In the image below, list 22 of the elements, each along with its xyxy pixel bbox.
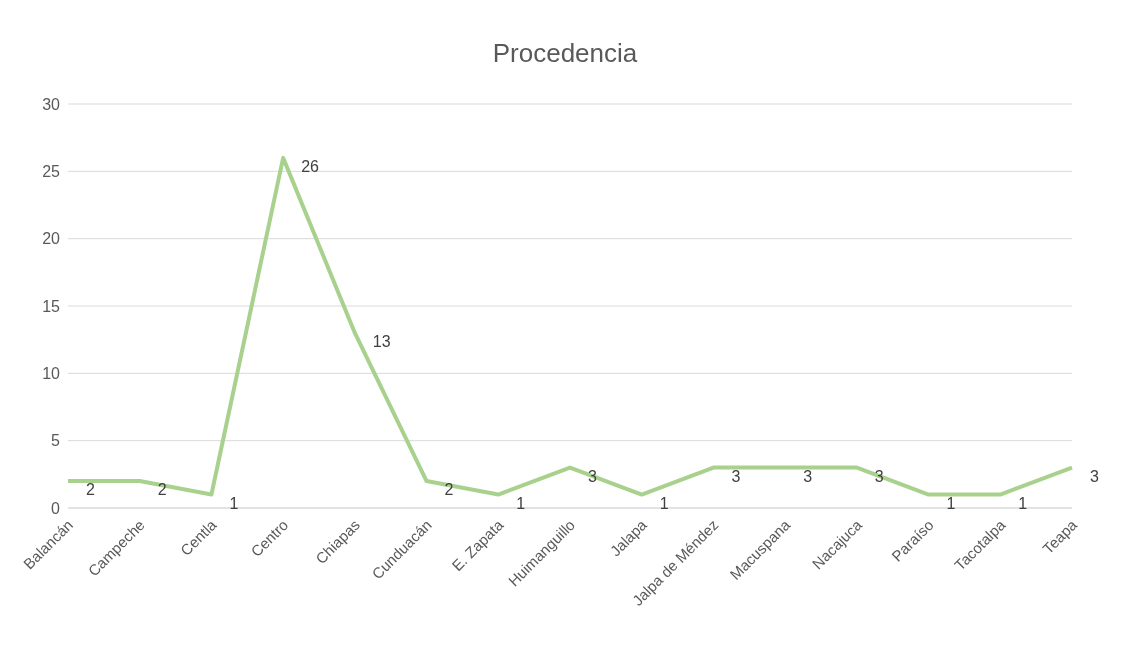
line-series bbox=[66, 155, 1074, 497]
y-tick-label: 5 bbox=[51, 432, 61, 450]
data-label: 3 bbox=[874, 467, 884, 485]
y-tick-label: 0 bbox=[51, 499, 61, 517]
data-label: 2 bbox=[86, 481, 95, 499]
data-label: 13 bbox=[372, 332, 391, 350]
data-label: 26 bbox=[301, 157, 320, 175]
y-tick-label: 10 bbox=[42, 365, 61, 383]
chart-title: Procedencia bbox=[491, 38, 639, 69]
data-label: 3 bbox=[731, 467, 741, 485]
y-tick-label: 15 bbox=[42, 297, 61, 315]
data-label: 1 bbox=[516, 494, 526, 512]
data-label: 1 bbox=[946, 494, 956, 512]
data-label: 1 bbox=[229, 494, 239, 512]
y-tick-label: 30 bbox=[42, 95, 61, 113]
y-tick-label: 20 bbox=[42, 230, 61, 248]
data-label: 3 bbox=[803, 467, 813, 485]
data-label: 3 bbox=[1090, 467, 1099, 485]
data-label: 1 bbox=[1018, 494, 1028, 512]
y-tick-label: 25 bbox=[42, 163, 61, 181]
data-label: 3 bbox=[588, 467, 597, 485]
data-label: 1 bbox=[659, 494, 669, 512]
